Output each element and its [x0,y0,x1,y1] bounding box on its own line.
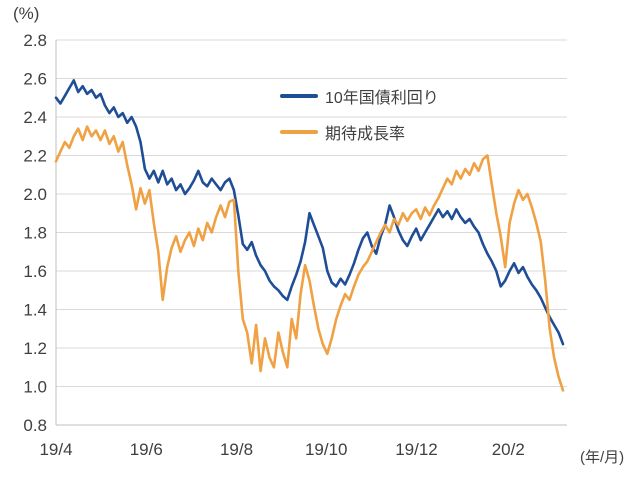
y-tick-label: 0.8 [23,416,47,435]
legend: 10年国債利回り 期待成長率 [280,84,439,144]
y-tick-label: 1.6 [23,262,47,281]
y-tick-label: 2.2 [23,147,47,166]
legend-line-bond-yield [280,94,318,98]
x-tick-label: 19/4 [39,440,72,459]
legend-item-bond-yield: 10年国債利回り [280,84,439,108]
legend-item-expected-growth: 期待成長率 [280,120,439,144]
x-tick-label: 19/10 [305,440,348,459]
x-tick-label: 20/2 [492,440,525,459]
y-axis-title: (%) [13,4,40,23]
series-line-expected-growth [54,125,565,392]
x-axis-title: (年/月) [580,449,625,466]
y-tick-label: 1.0 [23,378,47,397]
y-tick-label: 2.6 [23,70,47,89]
y-tick-label: 1.4 [23,301,47,320]
y-tick-label: 1.2 [23,339,47,358]
legend-label-expected-growth: 期待成長率 [325,126,406,143]
x-tick-label: 19/12 [395,440,438,459]
y-tick-label: 2.4 [23,108,47,127]
y-tick-label: 2.8 [23,31,47,50]
x-tick-label: 19/6 [130,440,163,459]
legend-label-bond-yield: 10年国債利回り [325,90,439,107]
x-tick-label: 19/8 [220,440,253,459]
y-tick-label: 2.0 [23,185,47,204]
y-tick-label: 1.8 [23,224,47,243]
legend-line-expected-growth [280,130,318,134]
series-line-bond-yield [54,79,565,346]
